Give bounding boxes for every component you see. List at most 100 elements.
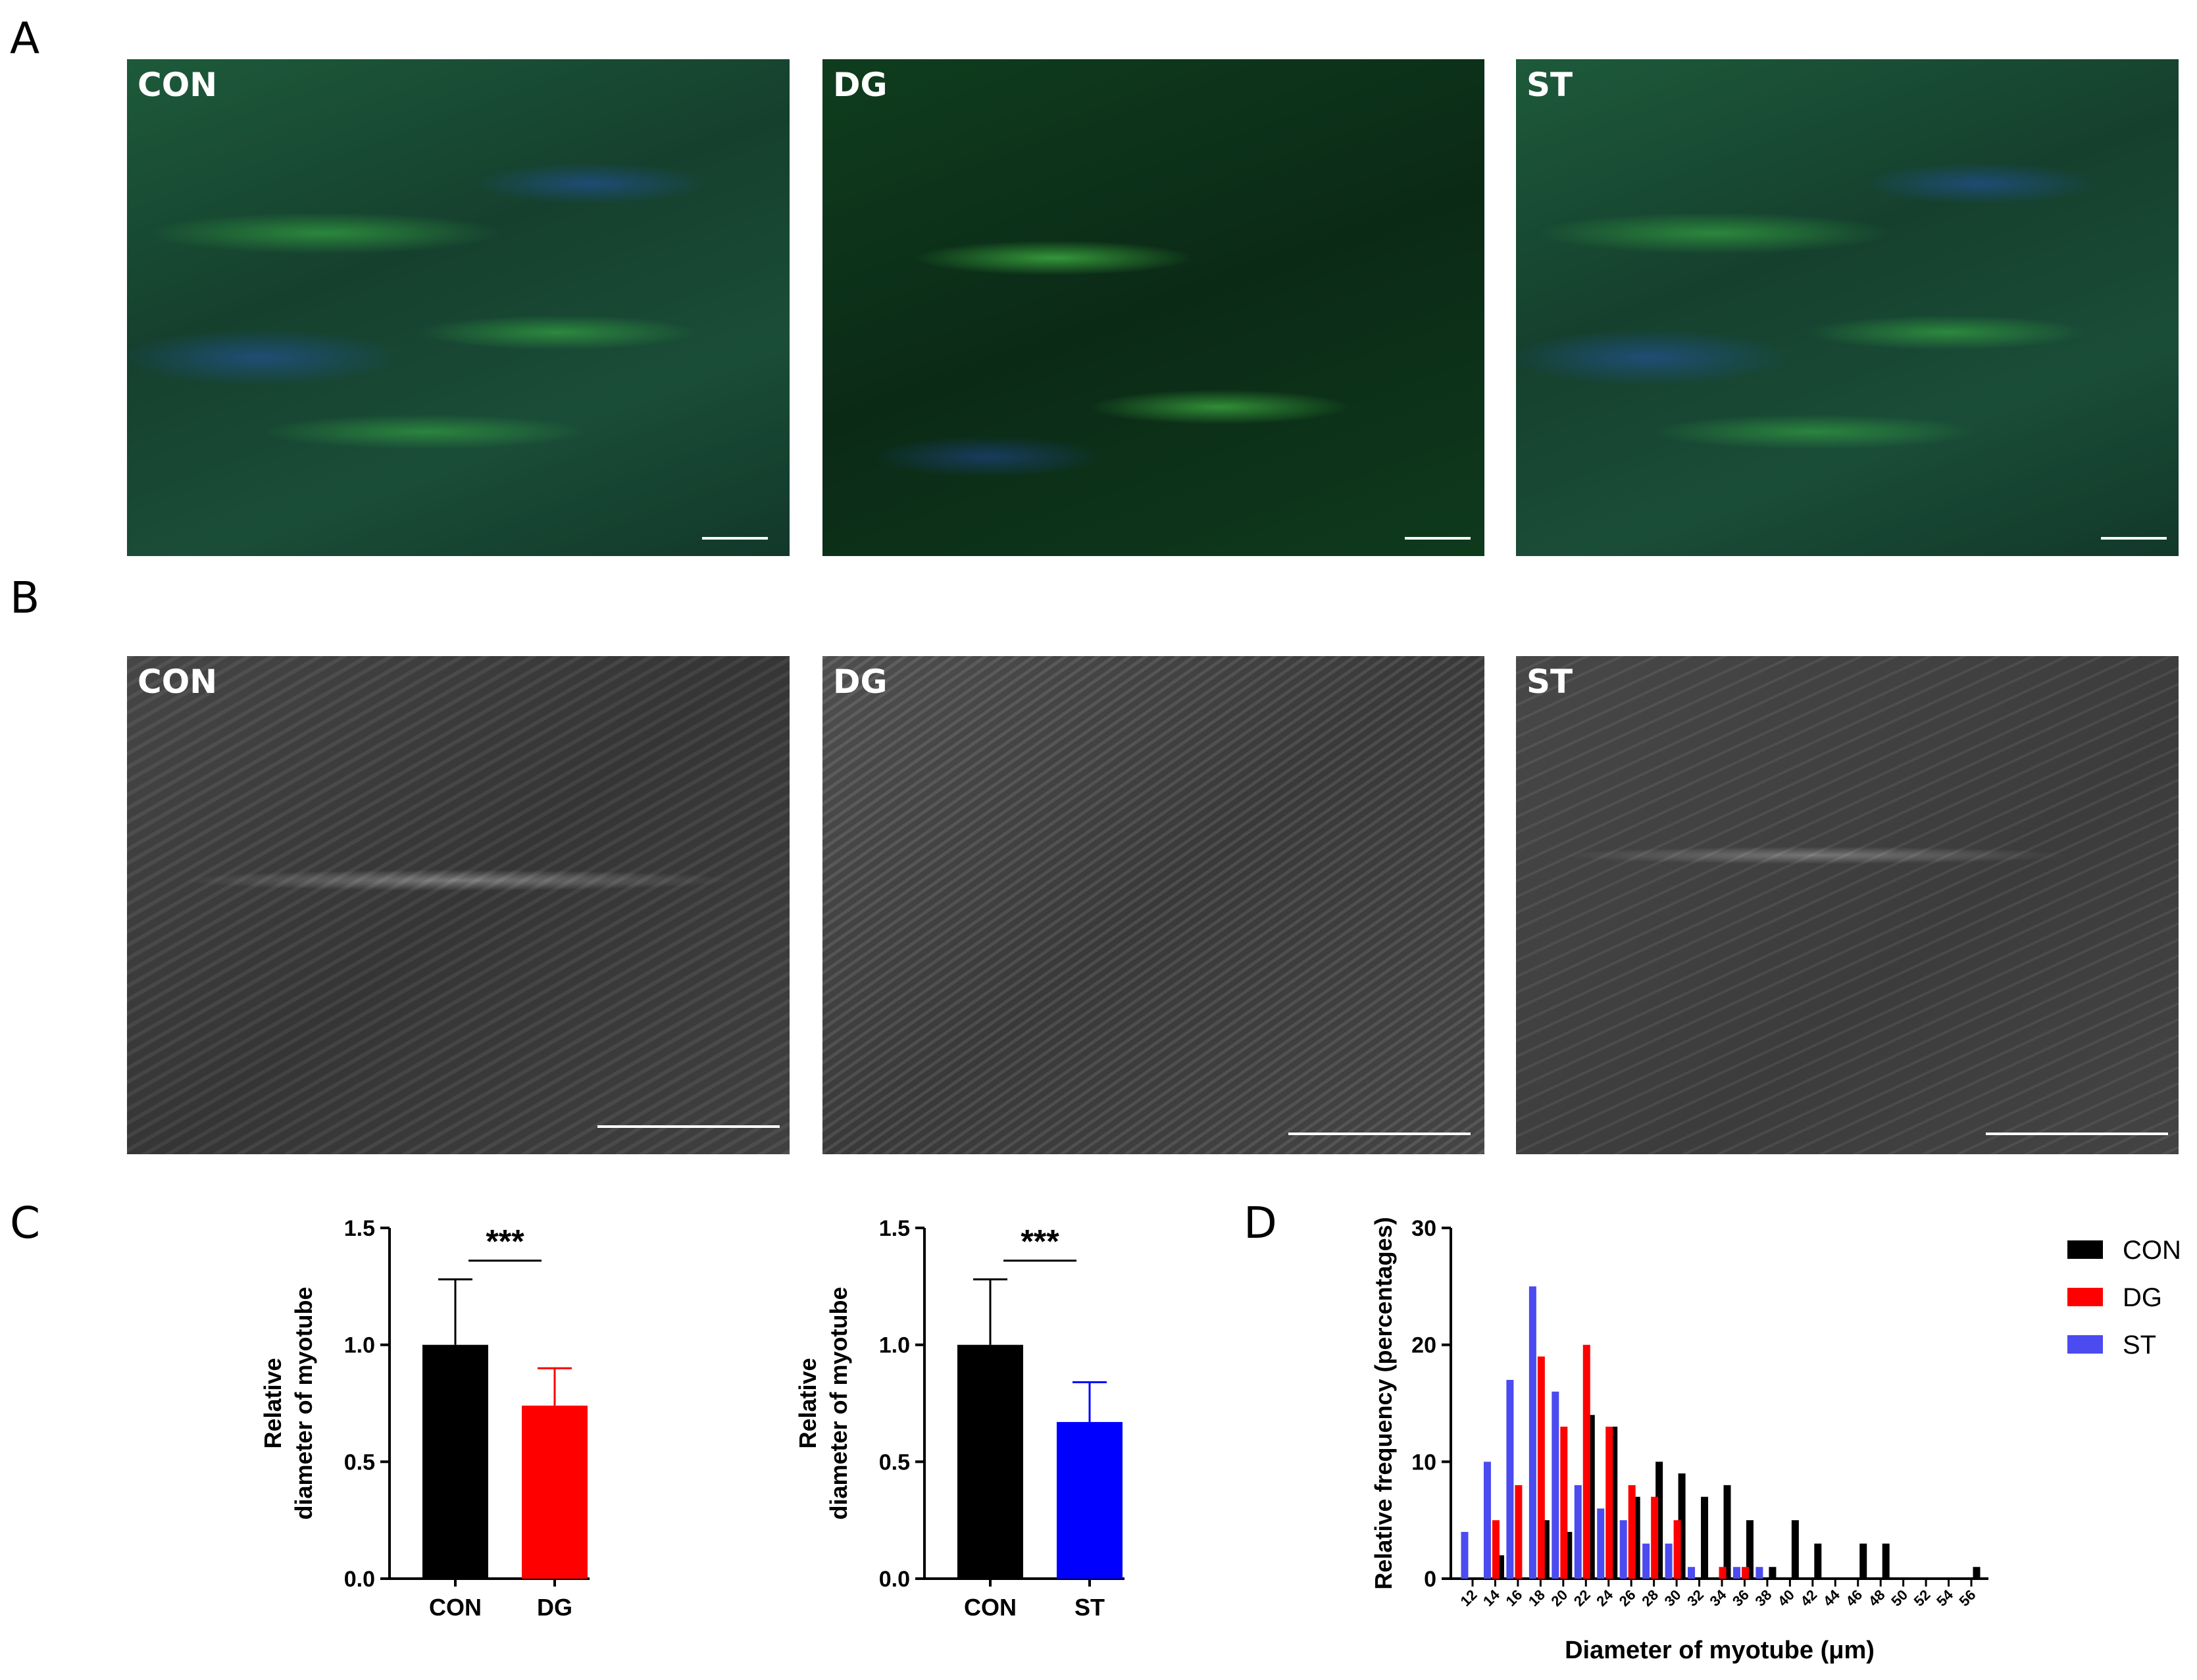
histogram-bar (1632, 1496, 1640, 1579)
x-tick-label: 54 (1933, 1586, 1957, 1610)
histogram-bar (1461, 1531, 1469, 1579)
histogram-bar (1610, 1427, 1618, 1579)
histogram-bar (1732, 1567, 1740, 1579)
histogram-bar (1701, 1496, 1709, 1579)
y-tick-label: 1.5 (879, 1216, 910, 1241)
x-tick-label: 20 (1548, 1587, 1571, 1610)
histogram-bar (1515, 1485, 1523, 1579)
phase-image-st: ST (1516, 656, 2179, 1154)
x-axis-label: Diameter of myotube (μm) (1565, 1637, 1875, 1664)
histogram-bar (1882, 1543, 1890, 1579)
y-axis-label: Relative (794, 1358, 821, 1448)
x-tick-label: 30 (1661, 1587, 1684, 1610)
histogram-bar (1619, 1520, 1627, 1579)
bar (1057, 1421, 1123, 1579)
y-tick-label: 0.0 (879, 1567, 910, 1592)
histogram-bar (1723, 1485, 1731, 1579)
y-tick-label: 10 (1411, 1450, 1436, 1475)
histogram-bar (1565, 1531, 1573, 1579)
panel-letter-a: A (10, 13, 40, 64)
y-tick-label: 1.0 (344, 1333, 375, 1358)
histogram-bar (1746, 1520, 1754, 1579)
scale-bar (702, 537, 768, 540)
histogram-bar (1537, 1356, 1545, 1579)
histogram-bar (1651, 1496, 1659, 1579)
x-tick-label: ST (1074, 1594, 1105, 1621)
x-tick-label: 42 (1797, 1587, 1820, 1610)
y-axis-label: Relative (259, 1358, 286, 1448)
x-tick-label: 14 (1480, 1586, 1503, 1610)
histogram-bar (1678, 1473, 1686, 1579)
histogram-bar (1859, 1543, 1867, 1579)
panel-letter-d: D (1244, 1198, 1277, 1248)
histogram-bar (1791, 1520, 1799, 1579)
histogram-bar (1492, 1520, 1500, 1579)
y-tick-label: 1.5 (344, 1216, 375, 1241)
histogram-bar (1582, 1344, 1590, 1579)
histogram-bar (1587, 1415, 1595, 1579)
scale-bar (597, 1125, 780, 1128)
significance-label: *** (1021, 1223, 1059, 1260)
legend-label: ST (2123, 1331, 2156, 1360)
x-tick-label: 44 (1820, 1586, 1844, 1610)
panel-letter-b: B (10, 573, 40, 623)
histogram-bar (1741, 1567, 1749, 1579)
y-tick-label: 20 (1411, 1333, 1436, 1358)
x-tick-label: 34 (1707, 1586, 1730, 1610)
histogram-bar (1665, 1543, 1673, 1579)
histogram-bar (1605, 1427, 1613, 1579)
histogram-bar (1814, 1543, 1822, 1579)
histogram-bar (1642, 1543, 1650, 1579)
x-tick-label: 26 (1616, 1587, 1639, 1610)
y-tick-label: 0 (1424, 1567, 1436, 1592)
histogram-bar (1574, 1485, 1582, 1579)
x-tick-label: 32 (1684, 1587, 1707, 1610)
x-tick-label: 22 (1571, 1587, 1594, 1610)
bar-chart-con-dg: 0.0 0.5 1.0 1.5 Relative diameter of myotube C… (259, 1216, 590, 1621)
fluorescence-image-con: CON (127, 59, 790, 556)
legend-label: CON (2123, 1236, 2181, 1265)
histogram-bar (1506, 1379, 1514, 1579)
x-tick-label: 28 (1638, 1587, 1661, 1610)
y-tick-label: 0.5 (344, 1450, 375, 1475)
y-axis-label: diameter of myotube (825, 1286, 852, 1519)
phase-image-con: CON (127, 656, 790, 1154)
image-label: DG (833, 663, 888, 701)
legend-swatch (2067, 1240, 2103, 1259)
x-tick-label: 38 (1752, 1587, 1775, 1610)
y-tick-label: 30 (1411, 1216, 1436, 1241)
histogram-myotube-diameter: 0 10 20 30 Relative frequency (percentages) 1… (1370, 1216, 2181, 1664)
bar-chart-con-st: 0.0 0.5 1.0 1.5 Relative diameter of myotube C… (794, 1216, 1124, 1621)
x-tick-label: DG (537, 1594, 572, 1621)
significance-label: *** (486, 1223, 524, 1260)
scale-bar (1405, 537, 1471, 540)
histogram-bar (1719, 1567, 1727, 1579)
x-tick-label: 56 (1956, 1587, 1979, 1610)
x-tick-label: 46 (1842, 1587, 1865, 1610)
x-tick-label: 24 (1593, 1586, 1617, 1610)
legend-swatch (2067, 1335, 2103, 1354)
histogram-bar (1552, 1391, 1559, 1579)
panel-letter-c: C (10, 1198, 41, 1248)
histogram-bar (1973, 1567, 1981, 1579)
y-axis-label: diameter of myotube (290, 1286, 317, 1519)
bar (522, 1406, 588, 1579)
x-tick-label: 52 (1911, 1587, 1934, 1610)
bar (957, 1344, 1023, 1579)
image-label: CON (138, 66, 218, 104)
x-tick-label: 36 (1729, 1587, 1752, 1610)
fluorescence-image-dg: DG (822, 59, 1484, 556)
x-tick-label: 40 (1775, 1587, 1798, 1610)
image-label: DG (833, 66, 888, 104)
histogram-bar (1655, 1462, 1663, 1579)
x-tick-label: 48 (1865, 1587, 1888, 1610)
x-tick-label: 16 (1502, 1587, 1525, 1610)
y-axis-label: Relative frequency (percentages) (1370, 1217, 1397, 1589)
histogram-bar (1688, 1567, 1696, 1579)
scale-bar (1288, 1133, 1471, 1135)
x-tick-label: CON (429, 1594, 482, 1621)
histogram-bar (1560, 1427, 1568, 1579)
image-label: ST (1527, 66, 1573, 104)
scale-bar (2101, 537, 2167, 540)
